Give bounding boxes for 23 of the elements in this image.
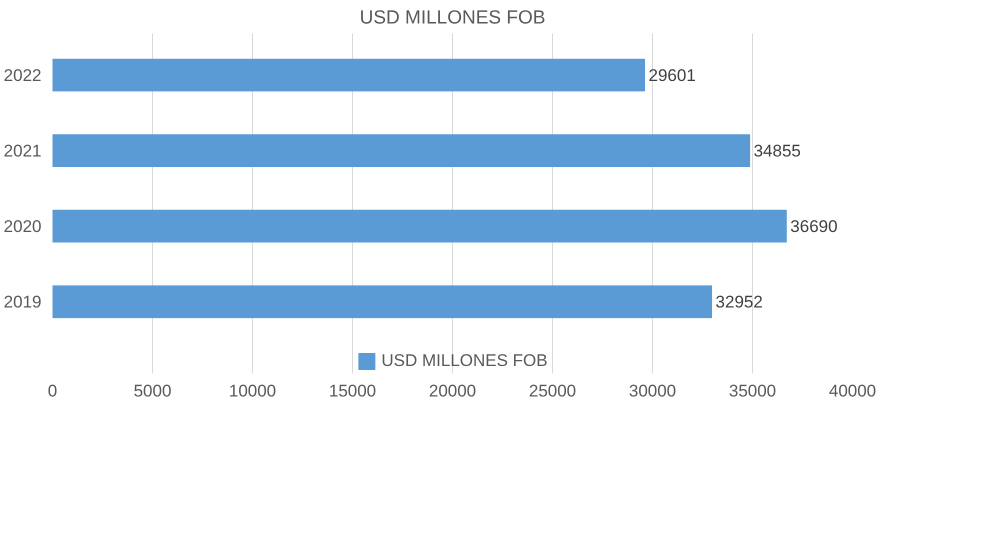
x-tick-label: 10000 [228,382,276,400]
bar [52,134,750,167]
x-tick-label: 25000 [528,382,576,400]
data-label: 34855 [754,142,801,161]
legend-label: USD MILLONES FOB [381,351,548,371]
x-tick-label: 15000 [328,382,376,400]
x-tick-label: 35000 [728,382,776,400]
data-label: 29601 [648,66,696,86]
data-label: 36690 [790,217,838,236]
x-tick-label: 20000 [428,382,476,400]
x-tick-label: 30000 [628,382,676,400]
y-tick-label: 2022 [4,66,42,86]
x-tick-label: 40000 [828,382,876,400]
data-label: 32952 [716,292,763,312]
x-tick-label: 0 [48,382,58,400]
chart-title: USD MILLONES FOB [360,8,546,28]
bar [52,58,646,92]
y-tick-label: 2021 [4,142,42,161]
y-tick-label: 2019 [4,292,42,312]
y-tick-label: 2020 [4,217,42,236]
bar [52,285,712,318]
x-tick-label: 5000 [134,382,172,400]
bar [52,210,787,243]
